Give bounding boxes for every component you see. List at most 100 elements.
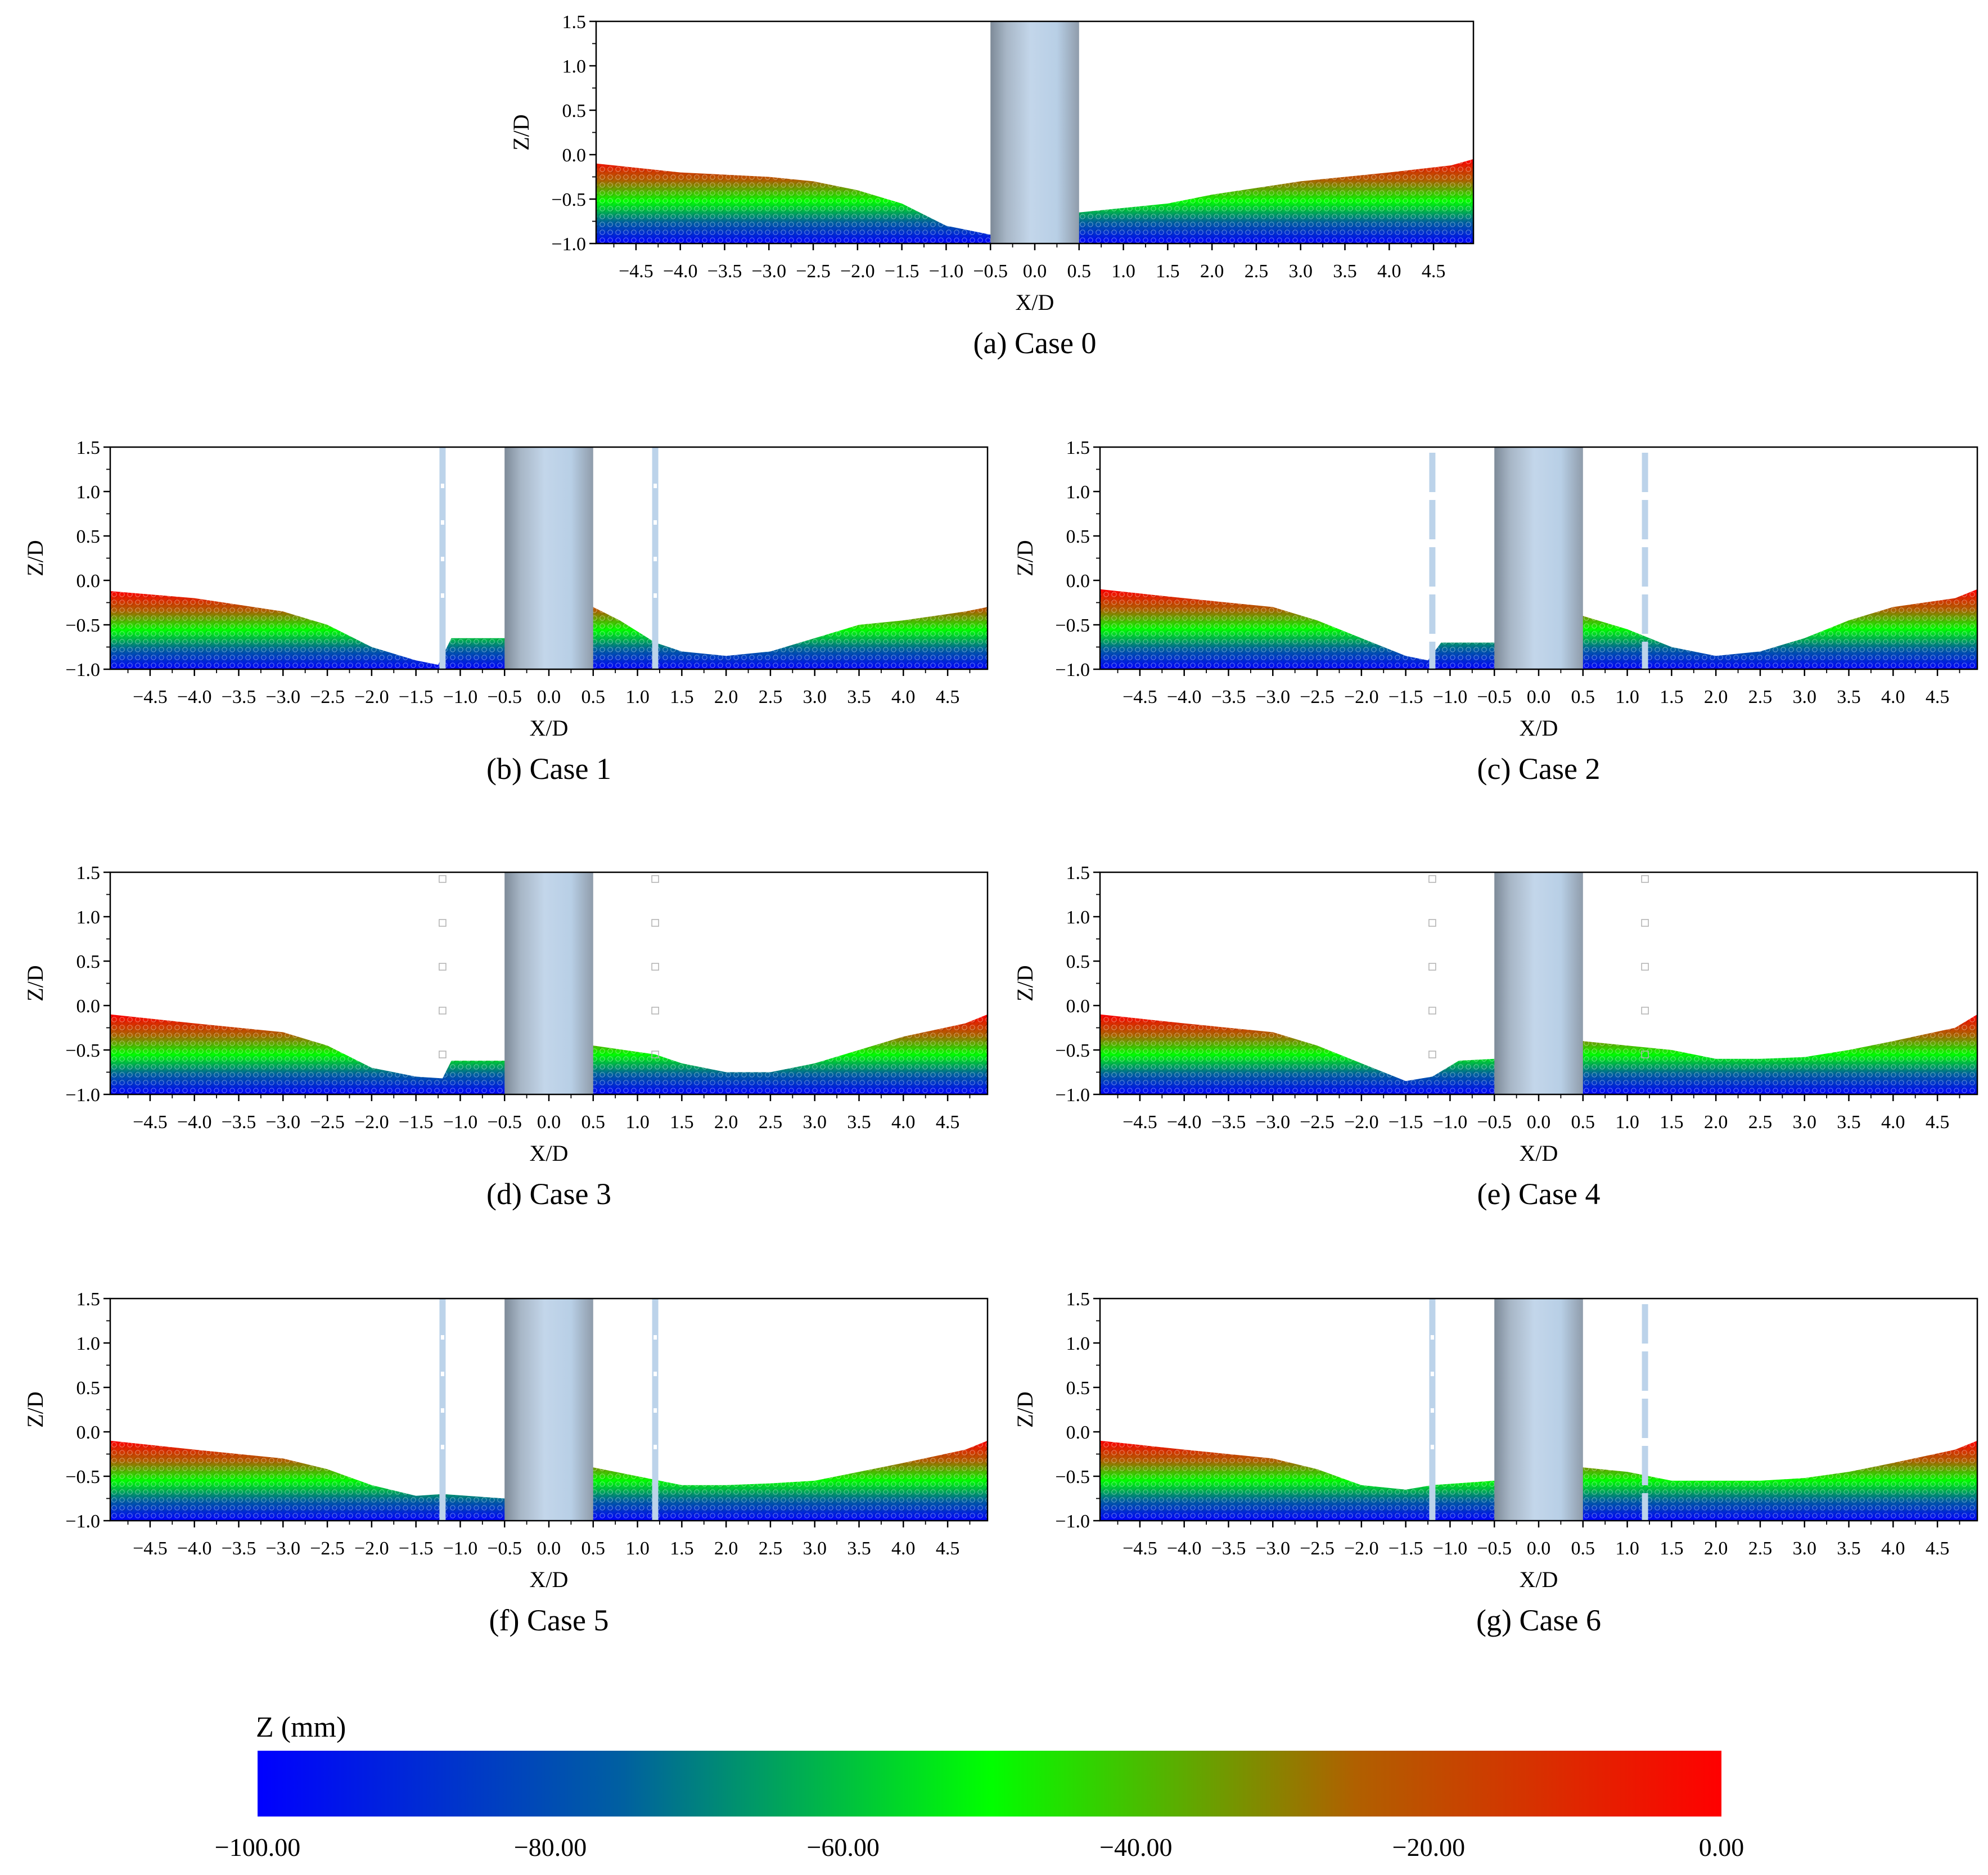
panel-caption: (c) Case 2 xyxy=(1477,752,1601,786)
x-tick-label: −2.0 xyxy=(354,1538,389,1559)
plot-area xyxy=(1100,1299,1977,1521)
colorbar-ticks: −100.00 −80.00 −60.00 −40.00 −20.00 0.00 xyxy=(215,1833,1744,1862)
x-tick-label: −1.5 xyxy=(1389,687,1423,707)
y-tick-label: 0.0 xyxy=(76,996,101,1017)
panel-0: −4.5 −4.0 −3.5 −3.0 −2.5 −2.0 −1.5 −1.0 −0.5 0.0 0… xyxy=(508,12,1475,360)
x-tick-label: 2.5 xyxy=(1245,261,1269,282)
x-tick-label: 2.5 xyxy=(759,687,783,707)
rod-gap xyxy=(440,1335,444,1340)
rod-marker xyxy=(651,919,659,927)
x-tick-label: −2.5 xyxy=(310,1538,345,1559)
pile-cylinder xyxy=(1494,872,1583,1094)
x-tick-label: 2.0 xyxy=(1704,1538,1728,1559)
x-tick-label: 4.5 xyxy=(1926,1112,1950,1133)
x-tick-label: −1.0 xyxy=(929,261,964,282)
x-tick-label: −1.0 xyxy=(1433,1538,1468,1559)
panel-caption: (e) Case 4 xyxy=(1477,1177,1601,1211)
x-tick-label: −1.5 xyxy=(399,1538,434,1559)
y-tick-label: −0.5 xyxy=(65,1040,100,1061)
x-tick-label: −3.0 xyxy=(1255,1112,1290,1133)
rod-gap xyxy=(653,557,657,561)
rod-marker xyxy=(651,1051,659,1058)
x-tick-label: 2.5 xyxy=(1748,1538,1773,1559)
rod-marker xyxy=(1428,1051,1436,1058)
y-tick-label: 0.5 xyxy=(1066,526,1090,547)
x-tick-label: 0.0 xyxy=(1527,687,1551,707)
x-tick-label: 0.0 xyxy=(1023,261,1047,282)
rod-gap xyxy=(653,1372,657,1376)
rod-marker xyxy=(651,875,659,883)
x-tick-label: 4.5 xyxy=(936,687,960,707)
rod-marker xyxy=(439,1051,447,1058)
y-tick-label: −1.0 xyxy=(65,660,100,680)
x-tick-label: 2.0 xyxy=(714,687,738,707)
plot-area xyxy=(110,1299,988,1521)
y-tick-label: 0.5 xyxy=(1066,952,1090,972)
rod-gap xyxy=(653,1408,657,1413)
y-tick-label: 0.5 xyxy=(76,526,101,547)
y-axis-label: Z/D xyxy=(508,114,534,150)
x-tick-label: 0.5 xyxy=(581,1112,606,1133)
x-tick-label: 4.0 xyxy=(891,1538,916,1559)
colorbar-tick-label: −40.00 xyxy=(1099,1833,1172,1862)
plot-area xyxy=(110,872,988,1094)
x-tick-label: 4.5 xyxy=(936,1112,960,1133)
sediment-grain-texture xyxy=(596,159,1473,244)
pile-cylinder xyxy=(1494,447,1583,669)
y-tick-label: −0.5 xyxy=(1055,615,1090,636)
y-tick-label: 0.0 xyxy=(1066,996,1090,1017)
x-tick-label: −3.0 xyxy=(751,261,786,282)
plot-area xyxy=(110,447,988,669)
colorbar-tick-label: −20.00 xyxy=(1392,1833,1465,1862)
rod-gap xyxy=(440,593,444,598)
x-tick-label: −3.5 xyxy=(222,1538,256,1559)
x-tick-label: −1.5 xyxy=(885,261,919,282)
x-tick-label: −0.5 xyxy=(487,1538,522,1559)
x-tick-label: 3.5 xyxy=(1333,261,1357,282)
x-tick-label: 0.5 xyxy=(1571,1112,1595,1133)
x-tick-label: −3.0 xyxy=(265,687,300,707)
x-tick-label: −2.5 xyxy=(1300,687,1335,707)
x-tick-label: −2.0 xyxy=(354,687,389,707)
x-tick-label: −1.0 xyxy=(1433,687,1468,707)
x-tick-label: 4.0 xyxy=(1377,261,1401,282)
x-tick-label: 3.5 xyxy=(1837,687,1861,707)
x-tick-label: −3.5 xyxy=(1211,1538,1246,1559)
x-tick-label: 1.5 xyxy=(1156,261,1180,282)
y-axis-label: Z/D xyxy=(22,540,48,576)
y-tick-label: 1.0 xyxy=(76,482,101,503)
rod-gap xyxy=(653,1445,657,1449)
x-tick-label: −3.5 xyxy=(222,1112,256,1133)
x-tick-label: −2.0 xyxy=(1344,687,1379,707)
x-tick-label: −1.0 xyxy=(443,1112,478,1133)
x-tick-label: 1.0 xyxy=(625,1112,650,1133)
rod-marker xyxy=(651,963,659,971)
x-tick-label: 2.0 xyxy=(714,1112,738,1133)
y-tick-label: −1.0 xyxy=(551,234,586,255)
x-tick-label: 0.5 xyxy=(1571,687,1595,707)
plot-area xyxy=(596,21,1473,244)
x-tick-label: 2.5 xyxy=(1748,687,1773,707)
x-tick-label: −4.0 xyxy=(663,261,698,282)
y-tick-label: 0.0 xyxy=(1066,571,1090,592)
rod-gap xyxy=(440,1372,444,1376)
y-tick-label: −0.5 xyxy=(551,190,586,210)
x-axis-label: X/D xyxy=(530,1567,569,1592)
x-tick-label: 3.5 xyxy=(1837,1112,1861,1133)
y-tick-label: 1.0 xyxy=(562,56,587,77)
x-tick-label: −2.5 xyxy=(1300,1538,1335,1559)
x-axis-label: X/D xyxy=(1520,1141,1558,1166)
x-tick-label: 2.0 xyxy=(1200,261,1224,282)
x-tick-label: 3.0 xyxy=(1288,261,1313,282)
x-tick-label: 4.5 xyxy=(936,1538,960,1559)
y-tick-label: 1.5 xyxy=(1066,438,1090,458)
y-tick-label: −0.5 xyxy=(65,615,100,636)
colorbar-gradient xyxy=(258,1751,1721,1817)
pile-cylinder xyxy=(990,21,1079,244)
x-tick-label: 1.0 xyxy=(1615,1112,1639,1133)
x-tick-label: 4.0 xyxy=(1881,1538,1905,1559)
x-tick-label: 2.5 xyxy=(1748,1112,1773,1133)
y-axis-label: Z/D xyxy=(22,965,48,1001)
x-tick-label: 1.0 xyxy=(625,687,650,707)
x-tick-label: 2.5 xyxy=(759,1112,783,1133)
